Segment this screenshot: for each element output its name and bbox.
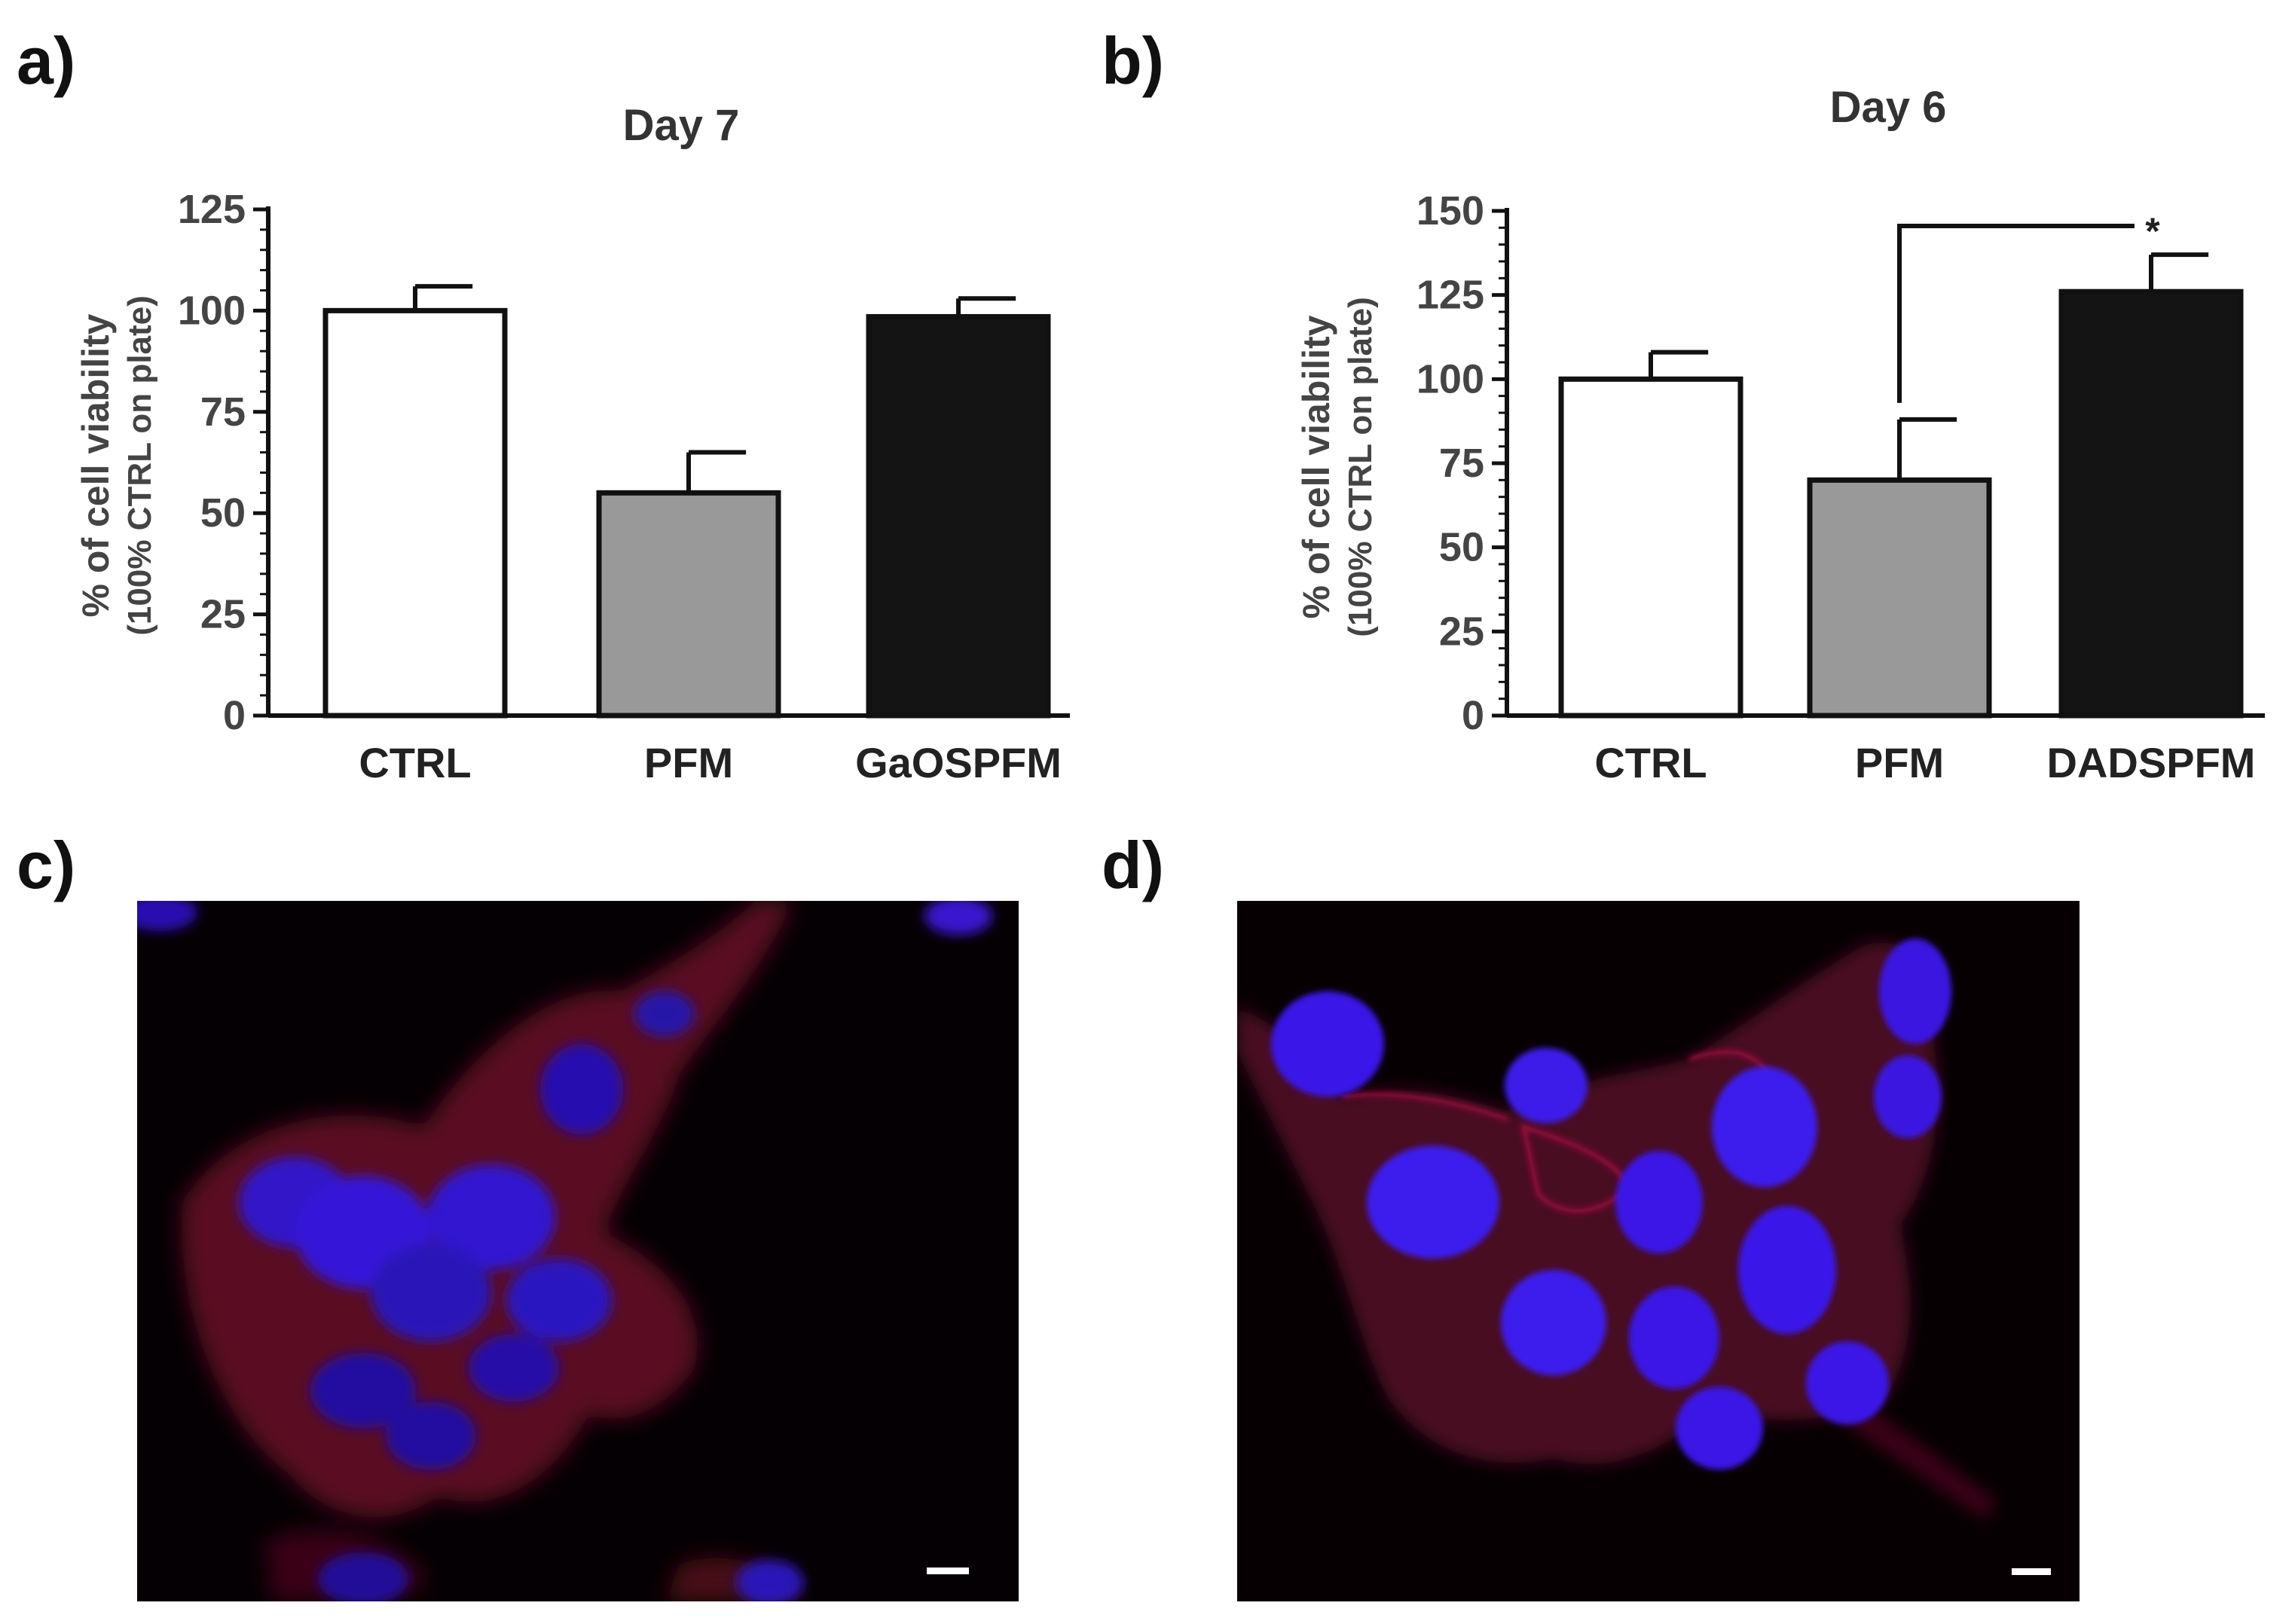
x-tick-label: GaOSPFM bbox=[855, 739, 1062, 786]
y-tick-label: 100 bbox=[178, 288, 246, 333]
y-axis-label: % of cell viability (100% CTRL on plate) bbox=[75, 295, 158, 635]
nuclei-stain bbox=[137, 901, 992, 1601]
y-axis-label-line1: % of cell viability bbox=[1295, 315, 1337, 618]
bar-ctrl bbox=[322, 307, 508, 719]
y-tick-label: 25 bbox=[200, 592, 246, 637]
chart-title: Day 6 bbox=[1830, 83, 1947, 132]
y-tick-label: 0 bbox=[223, 693, 246, 738]
x-tick-label: PFM bbox=[644, 739, 733, 786]
panel-label-d: d) bbox=[1102, 828, 1165, 902]
y-axis-label-line2: (100% CTRL on plate) bbox=[1342, 297, 1379, 636]
bar-chart-day7: Day 7 % of cell viability (100% CTRL on pl… bbox=[75, 101, 1070, 786]
y-tick-label: 150 bbox=[1416, 188, 1484, 234]
y-tick-label: 25 bbox=[1439, 609, 1484, 654]
y-axis-label: % of cell viability (100% CTRL on plate) bbox=[1295, 297, 1379, 636]
y-tick-label: 100 bbox=[1416, 356, 1484, 401]
scale-bar bbox=[927, 1568, 969, 1574]
x-tick-label: DADSPFM bbox=[2047, 739, 2256, 786]
y-tick-label: 75 bbox=[1439, 441, 1484, 486]
chart-title: Day 7 bbox=[623, 101, 740, 150]
nuclei-stain bbox=[1271, 939, 1951, 1470]
panel-label-c: c) bbox=[17, 828, 76, 902]
x-tick-label: PFM bbox=[1855, 739, 1944, 786]
panel-label-b: b) bbox=[1102, 23, 1165, 98]
y-tick-label: 75 bbox=[200, 389, 246, 435]
y-tick-label: 50 bbox=[1439, 525, 1484, 570]
bar-chart-day6: Day 6 % of cell viability (100% CTRL on pl… bbox=[1295, 83, 2265, 786]
bar-dadspfm bbox=[2058, 288, 2244, 719]
fluorescence-image-d bbox=[1237, 901, 2080, 1601]
fluorescence-image-c bbox=[137, 901, 1019, 1601]
y-tick-label: 50 bbox=[200, 490, 246, 536]
panel-label-a: a) bbox=[17, 23, 76, 98]
y-axis-label-line1: % of cell viability bbox=[75, 313, 117, 617]
bar-pfm bbox=[596, 490, 781, 719]
significance-bracket bbox=[1897, 224, 2135, 403]
y-tick-label: 125 bbox=[178, 187, 246, 232]
y-axis-label-line2: (100% CTRL on plate) bbox=[121, 295, 158, 635]
y-tick-label: 0 bbox=[1462, 693, 1484, 738]
x-tick-label: CTRL bbox=[359, 739, 471, 786]
bar-pfm bbox=[1807, 477, 1992, 719]
bar-ctrl bbox=[1558, 376, 1743, 719]
significance-marker: * bbox=[2145, 210, 2160, 252]
scale-bar bbox=[2012, 1568, 2051, 1575]
bar-gaospfm bbox=[866, 313, 1051, 719]
x-tick-label: CTRL bbox=[1594, 739, 1707, 786]
y-tick-label: 125 bbox=[1416, 273, 1484, 318]
